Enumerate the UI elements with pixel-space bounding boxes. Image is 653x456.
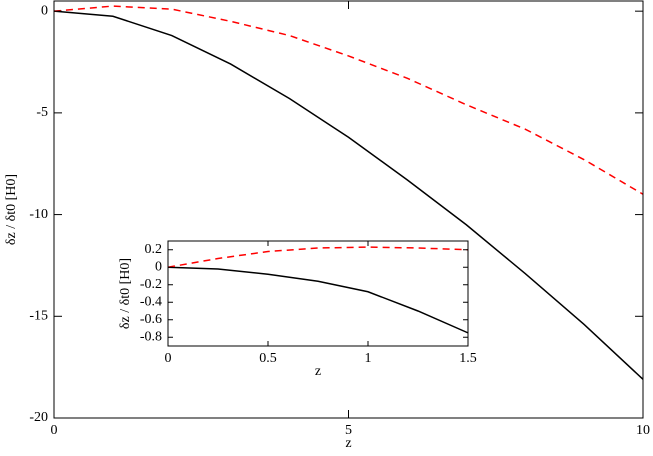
x-axis-title: z bbox=[315, 364, 321, 379]
y-tick-label: 0 bbox=[155, 259, 162, 274]
y-axis-title: δz / δt0 [H0] bbox=[4, 174, 19, 245]
y-tick-label: -0.4 bbox=[140, 294, 162, 309]
y-tick-label: -0.6 bbox=[140, 312, 162, 327]
y-axis-title: δz / δt0 [H0] bbox=[118, 258, 133, 329]
plot-area bbox=[54, 1, 643, 418]
x-tick-label: 10 bbox=[636, 423, 650, 438]
x-tick-label: 1.5 bbox=[459, 351, 477, 366]
data-line bbox=[53, 5, 644, 195]
y-tick-label: -20 bbox=[29, 410, 48, 425]
y-tick-label: 0 bbox=[41, 3, 48, 18]
x-tick-label: 5 bbox=[345, 423, 352, 438]
x-axis-title: z bbox=[345, 436, 351, 451]
data-line bbox=[53, 10, 644, 380]
y-tick-label: -10 bbox=[29, 207, 48, 222]
y-tick-label: -15 bbox=[29, 309, 48, 324]
x-tick-label: 0 bbox=[165, 351, 172, 366]
y-tick-label: -5 bbox=[36, 105, 48, 120]
x-tick-label: 0 bbox=[51, 423, 58, 438]
x-tick-label: 0.5 bbox=[259, 351, 277, 366]
y-tick-label: -0.2 bbox=[140, 277, 162, 292]
data-line bbox=[167, 266, 469, 334]
x-tick-label: 1 bbox=[365, 351, 372, 366]
plot-area bbox=[168, 241, 468, 346]
plot-frame bbox=[167, 240, 469, 347]
data-line bbox=[167, 246, 469, 268]
y-tick-label: 0.2 bbox=[145, 242, 163, 257]
y-tick-label: -0.8 bbox=[140, 329, 162, 344]
